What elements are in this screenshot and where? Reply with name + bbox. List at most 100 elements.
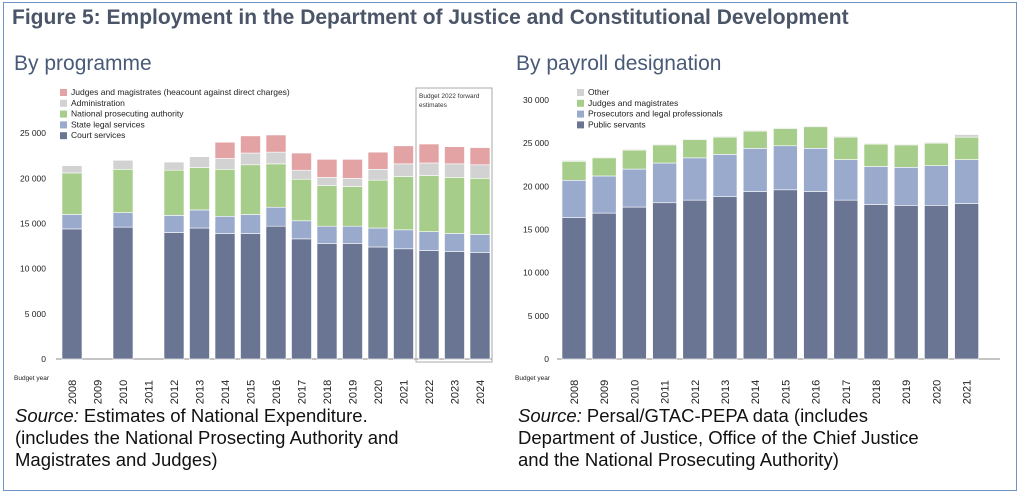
right-bar-public_servants-2009 <box>591 212 617 360</box>
left-bar-judges_magistrates-2024 <box>469 147 491 166</box>
left-bar-administration-2015 <box>240 152 261 166</box>
right-bar-judges_magistrates_payroll-2010 <box>622 149 647 170</box>
left-bar-administration-2016 <box>265 151 287 165</box>
left-bar-npa-2018 <box>316 185 338 227</box>
right-bar-public_servants-2010 <box>622 206 647 360</box>
right-bar-other-2008 <box>561 160 587 162</box>
right-bar-public_servants-2011 <box>652 202 677 360</box>
left-legend-label-state_legal: State legal services <box>71 119 145 129</box>
right-category-label: 2014 <box>750 380 762 404</box>
left-forecast-label: estimates <box>419 102 448 109</box>
right-bar-other-2009 <box>591 156 617 159</box>
right-bar-judges_magistrates_payroll-2009 <box>591 157 617 177</box>
left-bar-judges_magistrates-2016 <box>265 134 287 153</box>
left-bar-state_legal-2012 <box>163 215 185 233</box>
right-bar-judges_magistrates_payroll-2008 <box>561 160 587 181</box>
right-bar-other-2012 <box>682 138 708 141</box>
left-bar-administration-2019 <box>342 178 363 187</box>
left-bar-npa-2020 <box>367 179 389 229</box>
left-bar-court_services-2021 <box>393 248 414 360</box>
left-bar-administration-2021 <box>393 163 414 177</box>
right-bar-public_servants-2008 <box>561 217 587 360</box>
left-forecast-label: Budget 2022 forward <box>419 93 480 100</box>
right-source-note: Source: Persal/GTAC-PEPA data (includes … <box>518 405 919 471</box>
left-bar-npa-2023 <box>444 177 465 234</box>
right-ytick-label: 25 000 <box>523 138 549 148</box>
right-legend-swatch-other <box>577 89 584 96</box>
right-category-label: 2017 <box>841 380 853 404</box>
right-bar-prosecutors-2010 <box>622 168 647 208</box>
left-bar-npa-2022 <box>418 175 440 232</box>
left-category-label: 2022 <box>424 380 436 404</box>
left-bar-npa-2016 <box>265 163 287 208</box>
left-bar-state_legal-2010 <box>112 212 134 228</box>
left-bar-court_services-2012 <box>163 232 185 360</box>
left-category-label: 2014 <box>220 380 232 404</box>
right-bar-judges_magistrates_payroll-2014 <box>742 130 768 149</box>
right-category-label: 2012 <box>690 380 702 404</box>
right-bar-judges_magistrates_payroll-2015 <box>773 128 798 147</box>
left-legend-label-court_services: Court services <box>71 130 125 140</box>
right-bar-prosecutors-2012 <box>682 157 708 201</box>
left-bar-state_legal-2013 <box>189 209 210 229</box>
right-legend-label-judges_magistrates_payroll: Judges and magistrates <box>588 98 678 108</box>
left-bar-administration-2010 <box>112 159 134 170</box>
left-bar-administration-2017 <box>291 169 312 180</box>
right-bar-prosecutors-2011 <box>652 162 677 204</box>
right-xlabel: Budget year <box>515 375 551 382</box>
left-legend-label-administration: Administration <box>71 98 125 108</box>
right-bar-prosecutors-2009 <box>591 175 617 214</box>
left-bar-state_legal-2023 <box>444 233 465 252</box>
right-bar-other-2018 <box>863 142 889 145</box>
right-legend-label-prosecutors: Prosecutors and legal professionals <box>588 109 723 119</box>
left-bar-court_services-2015 <box>240 233 261 360</box>
left-legend-swatch-state_legal <box>60 121 67 129</box>
right-bar-public_servants-2020 <box>924 205 949 360</box>
left-bar-state_legal-2017 <box>291 220 312 240</box>
left-source-line-3: Magistrates and Judges) <box>15 449 218 470</box>
right-bar-prosecutors-2016 <box>803 148 828 192</box>
right-ytick-label: 20 000 <box>523 181 549 191</box>
left-bar-state_legal-2008 <box>61 214 83 230</box>
left-bar-administration-2018 <box>316 177 338 186</box>
right-bar-prosecutors-2020 <box>924 165 949 206</box>
left-bar-state_legal-2020 <box>367 227 389 248</box>
left-bar-npa-2021 <box>393 176 414 231</box>
right-bar-judges_magistrates_payroll-2020 <box>924 142 949 166</box>
left-bar-judges_magistrates-2014 <box>214 141 236 159</box>
left-bar-court_services-2016 <box>265 225 287 360</box>
left-category-label: 2012 <box>169 380 181 404</box>
left-category-label: 2020 <box>373 380 385 404</box>
left-source-note: Source: Estimates of National Expenditur… <box>15 405 399 471</box>
left-bar-state_legal-2021 <box>393 229 414 250</box>
left-bar-npa-2008 <box>61 172 83 215</box>
right-bar-judges_magistrates_payroll-2011 <box>652 144 677 164</box>
left-bar-npa-2010 <box>112 169 134 213</box>
right-bar-judges_magistrates_payroll-2017 <box>833 136 859 160</box>
left-xlabel: Budget year <box>14 375 50 382</box>
left-legend-swatch-administration <box>60 99 67 107</box>
right-category-label: 2016 <box>811 380 823 404</box>
right-ytick-label: 5 000 <box>528 311 550 321</box>
figure-frame <box>3 2 1017 491</box>
right-bar-other-2013 <box>712 135 738 138</box>
left-legend-label-judges_magistrates: Judges and magistrates (heacount against… <box>71 87 290 97</box>
left-category-label: 2013 <box>195 380 207 404</box>
right-bar-public_servants-2012 <box>682 199 708 360</box>
left-bar-npa-2017 <box>291 178 312 222</box>
right-category-label: 2019 <box>901 380 913 404</box>
left-bar-npa-2013 <box>189 167 210 211</box>
left-bar-state_legal-2024 <box>469 234 491 253</box>
right-bar-other-2011 <box>652 143 677 146</box>
right-bar-public_servants-2014 <box>742 191 768 360</box>
right-category-label: 2015 <box>780 380 792 404</box>
right-bar-public_servants-2019 <box>893 205 919 360</box>
left-ytick-label: 10 000 <box>20 264 46 274</box>
right-bar-other-2010 <box>622 148 647 151</box>
right-category-label: 2010 <box>629 380 641 404</box>
right-bar-judges_magistrates_payroll-2013 <box>712 136 738 155</box>
left-category-label: 2019 <box>348 380 360 404</box>
left-bar-court_services-2010 <box>112 226 134 360</box>
right-bar-prosecutors-2021 <box>954 159 979 204</box>
